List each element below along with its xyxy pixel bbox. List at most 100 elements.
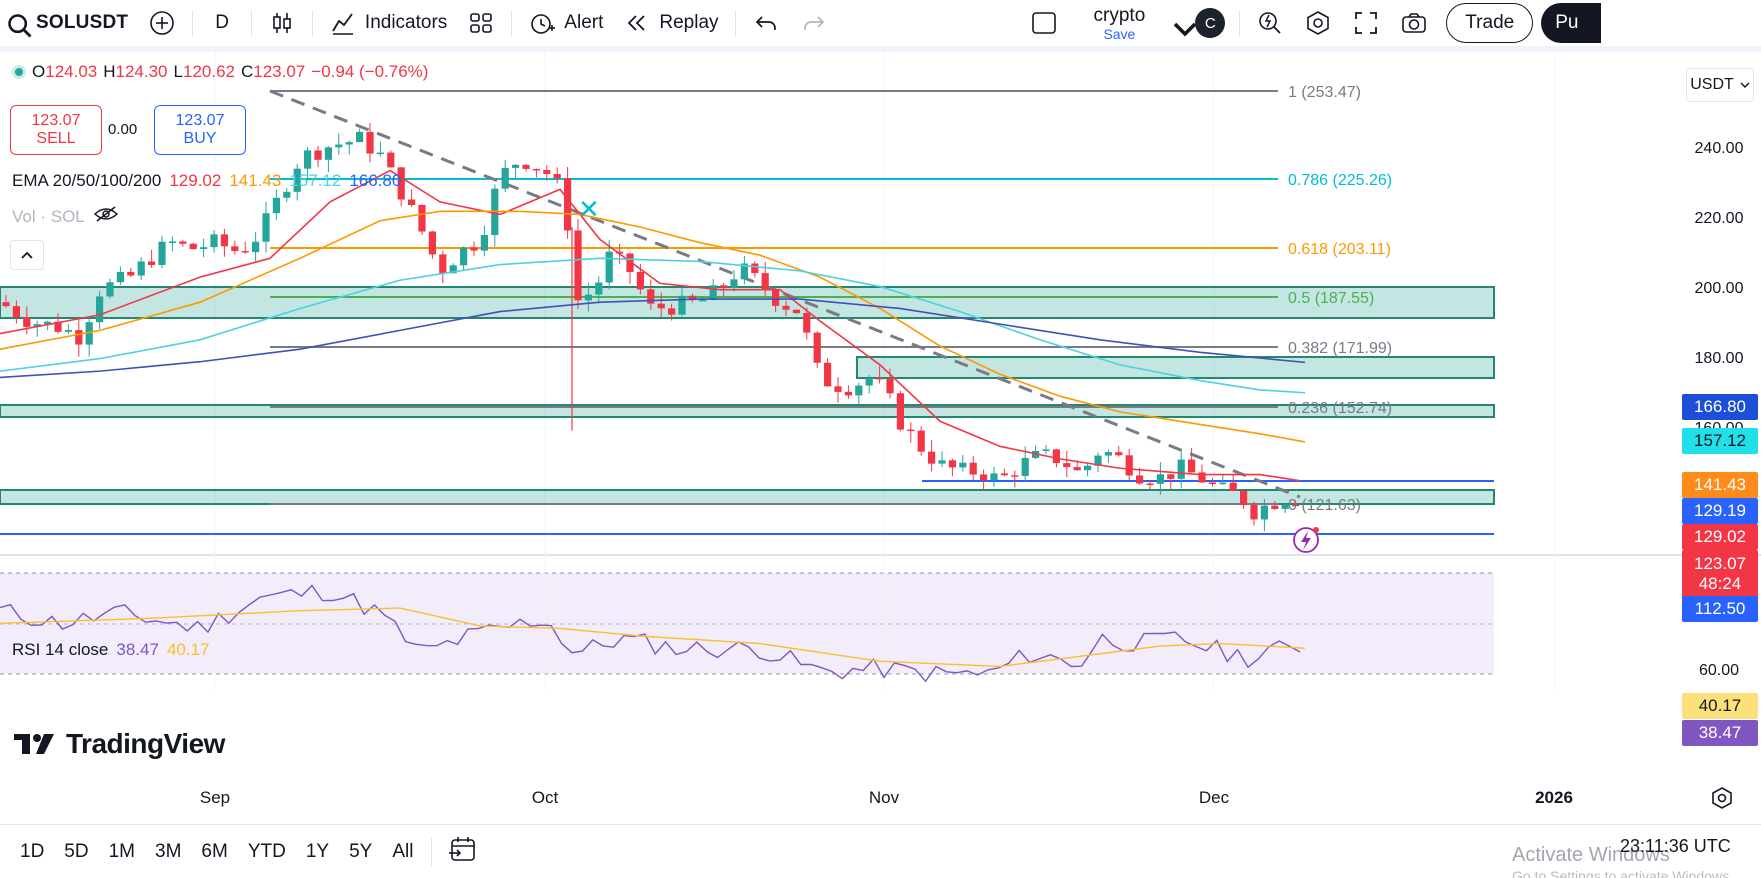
range-1m[interactable]: 1M — [108, 840, 135, 862]
candle-body — [616, 251, 624, 254]
eye-off-icon[interactable] — [93, 205, 119, 228]
candle-body — [824, 362, 832, 387]
candle-body — [969, 462, 977, 475]
axis-settings-button[interactable] — [1710, 786, 1734, 815]
candle-body — [605, 251, 613, 283]
candle-body — [543, 169, 551, 174]
snapshot-button[interactable] — [1390, 5, 1438, 41]
candle-body — [1260, 505, 1268, 520]
indicators-button[interactable]: Indicators — [319, 5, 457, 41]
trade-button[interactable]: Trade — [1446, 3, 1534, 43]
candle-body — [782, 305, 790, 310]
buy-price: 123.07 — [175, 111, 225, 129]
fib-level-label: 0.382 (171.99) — [1288, 340, 1392, 357]
interval-button[interactable]: D — [199, 5, 245, 41]
layout-save-label: Save — [1103, 25, 1136, 42]
symbol-search[interactable]: SOLUSDT — [0, 5, 138, 41]
rsi-ma-line — [0, 607, 1306, 668]
replay-button[interactable]: Replay — [613, 5, 728, 41]
undo-icon — [752, 9, 780, 37]
chart-type-button[interactable] — [258, 5, 306, 41]
layout-menu-button[interactable] — [1165, 5, 1197, 41]
undo-button[interactable] — [742, 5, 790, 41]
volume-legend[interactable]: Vol · SOL — [12, 205, 119, 228]
compare-symbol-button[interactable] — [138, 5, 186, 41]
range-1y[interactable]: 1Y — [305, 840, 330, 862]
layout-name[interactable]: crypto Save — [1094, 6, 1146, 41]
range-3m[interactable]: 3M — [155, 840, 182, 862]
candle-body — [772, 289, 780, 306]
open-label: O — [32, 62, 46, 81]
currency-label: USDT — [1690, 76, 1734, 93]
quick-search-button[interactable] — [1246, 5, 1294, 41]
notification-dot-icon — [1313, 527, 1319, 533]
candle-body — [574, 230, 582, 301]
buy-button[interactable]: 123.07 BUY — [154, 105, 246, 155]
chevron-down-icon — [1740, 82, 1750, 89]
fullscreen-layout-button[interactable] — [1020, 5, 1068, 41]
candle-body — [907, 429, 915, 432]
avatar[interactable]: C — [1195, 8, 1226, 38]
ema20-value: 129.02 — [169, 171, 222, 190]
publish-button[interactable]: Pu — [1541, 3, 1602, 43]
candle-body — [990, 473, 998, 481]
low-label: L — [173, 62, 183, 81]
currency-select[interactable]: USDT — [1686, 68, 1754, 102]
candle-body — [886, 378, 894, 394]
ohlc-legend: O 124.03 H 124.30 L 120.62 C 123.07 −0.94 (−… — [12, 62, 428, 82]
range-1d[interactable]: 1D — [20, 840, 45, 862]
candle-body — [33, 324, 41, 327]
candle-body — [304, 150, 312, 169]
candle-body — [626, 253, 634, 272]
range-ytd[interactable]: YTD — [247, 840, 286, 862]
candle-body — [928, 451, 936, 464]
candle-body — [252, 241, 260, 253]
camera-icon — [1400, 9, 1428, 37]
fullscreen-icon — [1352, 9, 1380, 37]
chart-canvas[interactable]: 1 (253.47) 0.786 (225.26) 0.618 (203.11) 0.… — [0, 52, 1761, 822]
ema-legend[interactable]: EMA 20/50/100/200 129.02 141.43 157.12 1… — [12, 171, 401, 191]
fib-level-label: 0.236 (152.74) — [1288, 400, 1392, 417]
candle-body — [948, 460, 956, 468]
price-axis-label: 200.00 — [1694, 280, 1744, 297]
go-to-date-button[interactable] — [448, 834, 478, 869]
range-6m[interactable]: 6M — [201, 840, 228, 862]
volume-label: Vol · SOL — [12, 206, 85, 226]
candle-body — [709, 285, 717, 300]
candle-body — [1219, 482, 1227, 485]
tradingview-logo-text: TradingView — [66, 728, 225, 759]
sell-button[interactable]: 123.07 SELL — [10, 105, 102, 155]
chevron-up-icon — [21, 251, 33, 259]
candle-body — [512, 164, 520, 168]
range-5d[interactable]: 5D — [64, 840, 89, 862]
candle-body — [116, 272, 124, 283]
candle-body — [2, 302, 10, 307]
fib-level-label: 0 (121.63) — [1288, 497, 1361, 514]
candle-body — [938, 460, 946, 464]
fullscreen-button[interactable] — [1342, 5, 1390, 41]
alert-button[interactable]: Alert — [518, 5, 613, 41]
ema50-value: 141.43 — [229, 171, 282, 190]
tradingview-logo[interactable]: TradingView — [14, 728, 225, 760]
candle-body — [127, 272, 135, 276]
range-all[interactable]: All — [392, 840, 414, 862]
toolbar-divider — [192, 10, 194, 36]
redo-button[interactable] — [790, 5, 838, 41]
candle-body — [23, 317, 31, 327]
chart-area[interactable]: 1 (253.47) 0.786 (225.26) 0.618 (203.11) 0.… — [0, 52, 1761, 822]
candle-body — [356, 131, 364, 143]
settings-button[interactable] — [1294, 5, 1342, 41]
candle-body — [96, 296, 104, 323]
candle-body — [85, 322, 93, 345]
candle-body — [1073, 467, 1081, 471]
rsi-legend[interactable]: RSI 14 close 38.47 40.17 — [12, 640, 209, 660]
candle-body — [231, 246, 239, 252]
range-5y[interactable]: 5Y — [349, 840, 373, 862]
fib-level-label: 1 (253.47) — [1288, 84, 1361, 101]
collapse-legend-button[interactable] — [10, 240, 44, 270]
utc-clock[interactable]: 23:11:36 UTC — [1620, 836, 1731, 856]
fib-level-label: 0.618 (203.11) — [1288, 241, 1391, 258]
candle-body — [636, 271, 644, 290]
templates-button[interactable] — [457, 5, 505, 41]
price-axis-label: 220.00 — [1694, 210, 1744, 227]
